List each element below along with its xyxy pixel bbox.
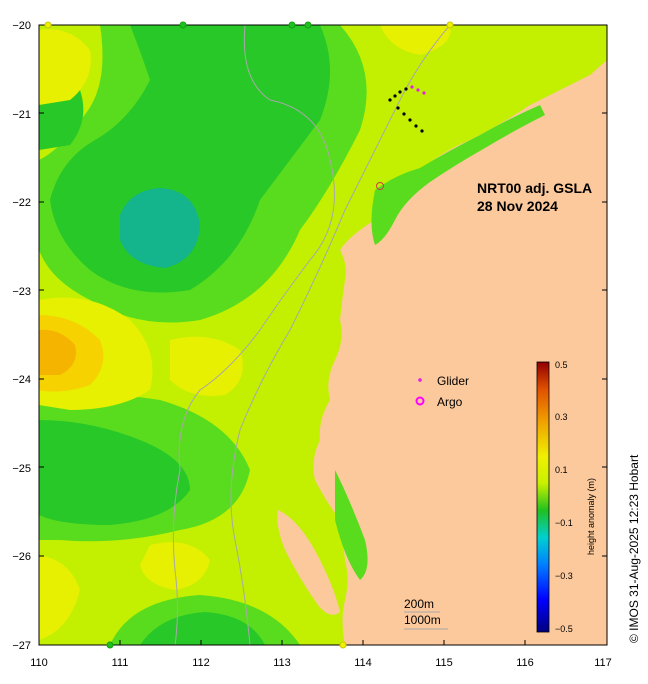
colorbar-tick-label: 0.1 [555, 465, 568, 475]
map-title: NRT00 adj. GSLA [477, 180, 592, 196]
land-peninsula-inner [335, 470, 368, 580]
tick-marks [39, 112, 607, 645]
x-tick-label: 117 [594, 657, 612, 669]
contour-200m [172, 25, 335, 645]
y-tick-label: −24 [12, 374, 31, 386]
argo-legend-icon [415, 396, 425, 406]
colorbar-tick-label: 0.3 [555, 412, 568, 422]
glider-point [402, 112, 406, 116]
argo-markers [44, 21, 454, 649]
contour-1000m [230, 25, 451, 645]
anomaly-low-bottom-inner [140, 612, 265, 645]
anomaly-low-core [120, 188, 200, 268]
colorbar-tick-label: −0.1 [555, 518, 573, 528]
contour-legend: 200m 1000m [404, 597, 448, 630]
x-tick-label: 113 [273, 657, 291, 669]
anomaly-high-southwest [39, 555, 80, 640]
glider-legend-label: Glider [437, 374, 469, 388]
argo-marker [376, 182, 384, 190]
y-tick-label: −20 [12, 20, 31, 32]
colorbar-tick-label: 0.5 [555, 360, 568, 370]
argo-legend-label: Argo [437, 395, 463, 409]
x-tick-label: 114 [354, 657, 372, 669]
glider-point [410, 85, 414, 89]
contour-1000m-label: 1000m [404, 613, 441, 627]
credit-text: © IMOS 31-Aug-2025 12:23 Hobart [627, 454, 641, 643]
glider-point [398, 90, 402, 94]
glider-legend-icon [418, 378, 422, 382]
y-tick-label: −26 [12, 551, 31, 563]
plot-border [38, 24, 608, 646]
anomaly-low-south-inner [39, 420, 190, 525]
glider-point [422, 91, 426, 95]
argo-marker [304, 21, 312, 29]
y-tick-label: −21 [12, 109, 31, 121]
coastal-green-strip [371, 105, 545, 245]
argo-marker [288, 21, 296, 29]
glider-point [388, 98, 392, 102]
argo-marker [44, 21, 52, 29]
glider-point [408, 118, 412, 122]
x-axis: 110 111 112 113 114 115 116 117 [30, 657, 612, 669]
y-tick-label: −27 [12, 640, 31, 652]
argo-marker [339, 641, 347, 649]
x-tick-label: 115 [435, 657, 453, 669]
argo-marker [446, 21, 454, 29]
argo-marker [179, 21, 187, 29]
legend: Glider Argo [415, 374, 469, 409]
map-date: 28 Nov 2024 [477, 198, 558, 214]
colorbar-gradient [536, 361, 550, 633]
colorbar-tick-label: −0.5 [555, 624, 573, 634]
glider-point [404, 87, 408, 91]
anomaly-high-northwest [39, 29, 91, 106]
argo-marker [106, 641, 114, 649]
land-peninsula-south [277, 510, 340, 615]
x-tick-label: 112 [192, 657, 210, 669]
glider-point [393, 94, 397, 98]
x-tick-label: 111 [112, 657, 129, 669]
glider-point [416, 88, 420, 92]
glider-point [420, 129, 424, 133]
glider-track [388, 85, 426, 133]
y-tick-label: −25 [12, 463, 31, 475]
glider-point [414, 124, 418, 128]
y-axis: −20 −21 −22 −23 −24 −25 −26 −27 [12, 20, 31, 652]
y-tick-label: −23 [12, 286, 31, 298]
anomaly-high-northeast [380, 25, 451, 55]
y-tick-label: −22 [12, 197, 31, 209]
colorbar-tick-label: −0.3 [555, 571, 573, 581]
contour-200m-label: 200m [404, 597, 434, 611]
x-tick-label: 116 [516, 657, 534, 669]
anomaly-high-west-core [39, 329, 76, 375]
glider-point [396, 106, 400, 110]
x-tick-label: 110 [30, 657, 48, 669]
colorbar: 0.5 0.3 0.1 −0.1 −0.3 −0.5 height anomal… [536, 360, 596, 634]
anomaly-high-mid [170, 336, 243, 396]
colorbar-title: height anomaly (m) [586, 478, 596, 555]
plot-area [39, 25, 607, 645]
